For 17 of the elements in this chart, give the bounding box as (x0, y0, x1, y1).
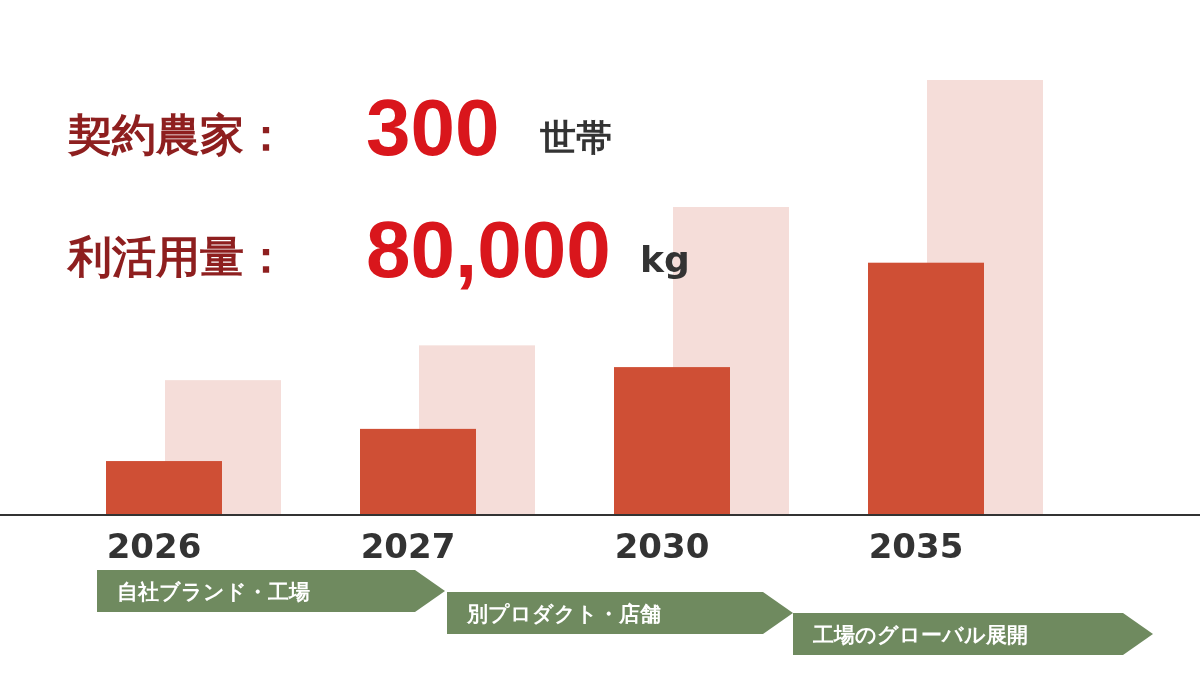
annotation: 世帯 (540, 117, 612, 158)
annotation: kg (640, 239, 690, 280)
bar (614, 367, 730, 515)
annotation: 利活用量： (66, 231, 288, 282)
text: 工場のグローバル展開 (812, 623, 1028, 647)
bar (360, 428, 476, 515)
x-tick-label: 2035 (868, 526, 964, 566)
annotation: 80,000 (366, 205, 611, 294)
annotation: 300 (366, 83, 500, 172)
annotation: 契約農家： (67, 109, 288, 160)
bar (106, 461, 222, 515)
x-tick-label: 2027 (360, 526, 456, 566)
x-tick-label: 2026 (106, 526, 202, 566)
x-tick-label: 2030 (614, 526, 710, 566)
text: 別プロダクト・店舗 (466, 602, 661, 626)
bar (868, 262, 984, 515)
text: 自社ブランド・工場 (117, 580, 310, 604)
